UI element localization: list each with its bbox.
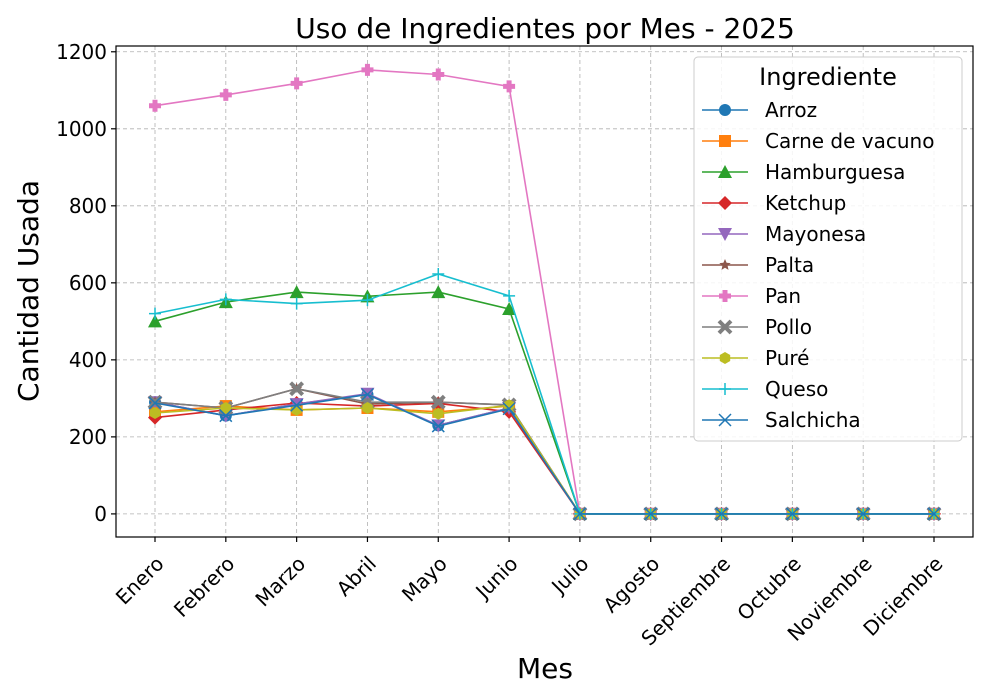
- marker-plus: [503, 80, 516, 93]
- marker-plus: [432, 68, 445, 81]
- marker-thin-x: [573, 507, 587, 521]
- y-tick-label: 1200: [56, 40, 107, 64]
- marker-plus: [290, 77, 303, 90]
- x-tick-label: Junio: [470, 552, 523, 605]
- legend-item: Ketchup: [702, 191, 846, 215]
- legend-item: Mayonesa: [702, 222, 866, 246]
- marker-hexagon: [362, 402, 373, 414]
- y-tick-label: 600: [69, 271, 107, 295]
- marker-thin-plus: [149, 307, 161, 320]
- marker-hexagon: [719, 352, 731, 364]
- series-salchicha: [148, 387, 941, 521]
- y-axis-title: Cantidad Usada: [12, 180, 45, 402]
- marker-plus: [719, 290, 731, 302]
- y-tick-label: 200: [69, 425, 107, 449]
- legend-item: Arroz: [702, 98, 817, 122]
- legend-label: Palta: [765, 253, 814, 277]
- y-tick-label: 1000: [56, 117, 107, 141]
- x-tick-label: Enero: [111, 552, 169, 610]
- legend-label: Queso: [765, 377, 828, 401]
- marker-thin-x: [856, 507, 870, 521]
- chart-title: Uso de Ingredientes por Mes - 2025: [295, 12, 795, 45]
- marker-thin-x: [502, 402, 516, 416]
- marker-plus: [361, 63, 374, 76]
- marker-thin-x: [431, 419, 445, 433]
- marker-x-filled: [289, 381, 305, 397]
- marker-hexagon: [220, 402, 231, 414]
- legend-label: Arroz: [765, 98, 817, 122]
- marker-thin-x: [219, 409, 233, 423]
- marker-thin-plus: [219, 293, 232, 306]
- marker-plus: [149, 99, 161, 112]
- legend-label: Pollo: [765, 315, 812, 339]
- plot-area-frame: [115, 45, 974, 538]
- marker-thin-x: [927, 507, 941, 521]
- marker-thin-plus: [719, 383, 731, 395]
- legend-label: Pan: [765, 284, 801, 308]
- legend-title: Ingrediente: [759, 63, 897, 91]
- marker-thin-x: [644, 507, 658, 521]
- legend-item: Puré: [702, 346, 809, 370]
- marker-triangle-down: [718, 228, 732, 241]
- marker-hexagon: [149, 407, 161, 419]
- x-tick-label: Marzo: [250, 552, 310, 612]
- legend-item: Queso: [702, 377, 828, 401]
- legend-label: Puré: [765, 346, 809, 370]
- marker-thin-x: [718, 413, 732, 427]
- legend-item: Hamburguesa: [702, 160, 905, 184]
- marker-triangle-up: [289, 285, 304, 299]
- marker-plus: [219, 88, 232, 101]
- legend-label: Mayonesa: [765, 222, 866, 246]
- legend-label: Hamburguesa: [765, 160, 905, 184]
- x-tick-label: Octubre: [732, 552, 806, 626]
- marker-square: [719, 135, 731, 147]
- legend-label: Salchicha: [765, 408, 861, 432]
- x-axis-title: Mes: [517, 652, 573, 685]
- marker-triangle-up: [431, 285, 446, 299]
- legend-item: Salchicha: [702, 408, 861, 432]
- marker-diamond: [718, 196, 732, 210]
- series-line: [154, 393, 934, 515]
- marker-thin-x: [785, 507, 799, 521]
- marker-thin-x: [360, 387, 374, 402]
- y-tick-label: 0: [94, 502, 107, 526]
- marker-hexagon: [433, 407, 444, 420]
- legend-item: Carne de vacuno: [702, 129, 934, 153]
- marker-triangle-up: [718, 165, 732, 178]
- x-tick-label: Julio: [545, 552, 593, 600]
- marker-x-filled: [430, 394, 446, 410]
- marker-thin-x: [715, 507, 729, 521]
- marker-thin-plus: [503, 289, 516, 302]
- x-axis-ticks: Enero Febrero Marzo Abril Mayo Junio Julio Agos…: [111, 537, 948, 650]
- marker-triangle-up: [502, 302, 517, 316]
- marker-circle: [719, 104, 731, 116]
- legend-item: Palta: [702, 253, 814, 277]
- marker-star: [719, 259, 731, 270]
- legend-items: Arroz Carne de vacuno Hamburguesa Ketchup Ma…: [702, 98, 934, 432]
- x-tick-label: Agosto: [598, 552, 664, 618]
- legend-item: Pollo: [702, 315, 812, 339]
- legend-item: Pan: [702, 284, 801, 308]
- marker-thin-plus: [432, 267, 445, 280]
- marker-thin-plus: [290, 297, 303, 310]
- y-axis-ticks: 0 200 400 600 800 1000 1200: [56, 40, 116, 526]
- x-tick-label: Abril: [332, 552, 381, 601]
- marker-thin-x: [148, 396, 162, 410]
- marker-thin-plus: [361, 294, 374, 307]
- series-layer: [147, 63, 942, 522]
- marker-thin-x: [290, 398, 304, 412]
- x-tick-label: Febrero: [169, 552, 239, 622]
- legend-label: Carne de vacuno: [765, 129, 934, 153]
- legend: Ingrediente Arroz Carne de vacuno Hamburgu…: [693, 56, 963, 442]
- marker-triangle-up: [148, 314, 162, 328]
- y-tick-label: 400: [69, 348, 107, 372]
- y-tick-label: 800: [69, 194, 107, 218]
- x-tick-label: Mayo: [397, 552, 452, 607]
- marker-hexagon: [503, 399, 515, 412]
- legend-box: [693, 56, 963, 442]
- marker-x-filled: [717, 319, 733, 335]
- legend-label: Ketchup: [765, 191, 846, 215]
